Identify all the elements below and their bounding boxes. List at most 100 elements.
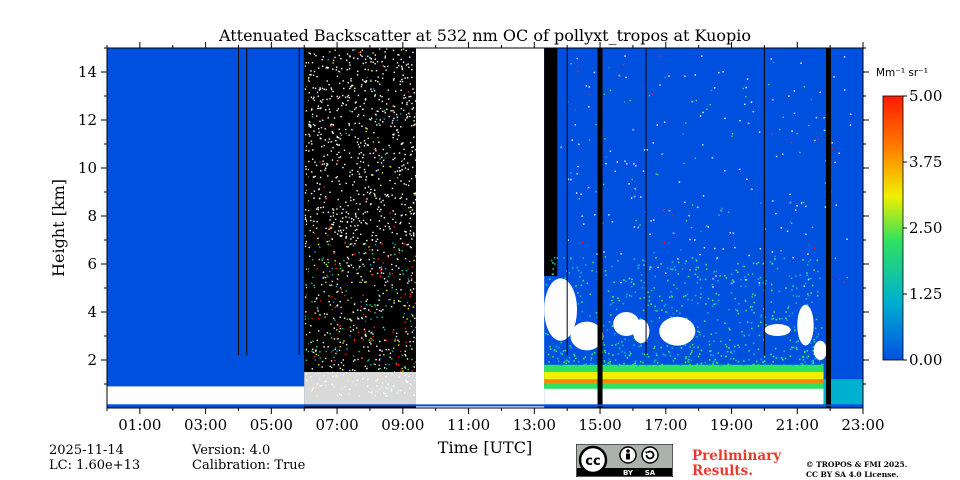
noise-speckle xyxy=(401,102,403,104)
upper-speckle xyxy=(743,265,746,268)
aerosol-speckle xyxy=(573,355,576,357)
sa-arrow-arc xyxy=(645,450,655,460)
noise-speckle xyxy=(412,315,414,317)
noise-speckle xyxy=(312,340,314,342)
noise-speckle xyxy=(316,297,318,299)
upper-speckle xyxy=(629,99,631,102)
upper-speckle xyxy=(699,115,702,117)
upper-speckle xyxy=(752,110,755,113)
noise-speckle xyxy=(413,192,415,195)
aerosol-speckle xyxy=(792,346,795,349)
noise-speckle xyxy=(411,146,413,149)
noise-speckle xyxy=(391,358,393,360)
upper-speckle xyxy=(614,170,616,173)
noise-speckle xyxy=(378,154,380,157)
noise-speckle xyxy=(308,331,311,334)
noise-speckle xyxy=(317,237,319,239)
noise-speckle xyxy=(350,78,352,80)
noise-speckle xyxy=(395,288,398,291)
noise-speckle xyxy=(331,295,333,298)
upper-speckle xyxy=(803,285,805,287)
noise-speckle xyxy=(414,317,416,320)
aerosol-speckle xyxy=(820,363,823,366)
noise-speckle xyxy=(396,258,399,260)
upper-speckle xyxy=(782,153,784,155)
aerosol-speckle xyxy=(632,282,635,285)
noise-speckle xyxy=(364,331,367,333)
noise-speckle xyxy=(346,348,348,350)
noise-speckle xyxy=(383,354,385,356)
upper-speckle xyxy=(796,133,798,135)
upper-speckle xyxy=(595,123,597,126)
noise-speckle xyxy=(313,232,316,235)
noise-speckle xyxy=(327,175,329,177)
aerosol-speckle xyxy=(727,363,730,366)
upper-speckle xyxy=(728,211,730,213)
aerosol-speckle xyxy=(715,258,718,260)
aerosol-speckle xyxy=(764,316,767,319)
aerosol-speckle xyxy=(608,363,611,366)
noise-speckle xyxy=(313,176,315,178)
noise-speckle xyxy=(369,310,371,313)
noise-speckle xyxy=(398,249,401,251)
noise-speckle xyxy=(312,149,314,151)
noise-speckle xyxy=(319,357,321,359)
noise-speckle xyxy=(380,272,383,274)
aerosol-speckle xyxy=(713,360,715,363)
upper-speckle xyxy=(775,212,777,215)
upper-speckle xyxy=(758,131,761,133)
upper-speckle xyxy=(834,257,836,259)
aerosol-speckle xyxy=(778,290,781,293)
chart-title: Attenuated Backscatter at 532 nm OC of p… xyxy=(218,26,751,45)
noise-speckle xyxy=(374,63,376,65)
aerosol-speckle xyxy=(793,325,796,328)
noise-speckle xyxy=(391,350,394,352)
noise-speckle xyxy=(375,150,377,152)
noise-speckle xyxy=(338,128,340,131)
aerosol-speckle xyxy=(572,267,574,269)
noise-speckle xyxy=(379,267,381,269)
noise-speckle xyxy=(410,246,413,249)
aerosol-speckle xyxy=(632,283,635,286)
noise-speckle xyxy=(369,264,372,266)
noise-speckle xyxy=(367,346,369,348)
noise-speckle xyxy=(309,74,311,76)
noise-speckle xyxy=(408,280,410,282)
noise-speckle xyxy=(377,110,379,113)
noise-speckle xyxy=(312,87,314,89)
noise-speckle xyxy=(371,252,374,255)
noise-speckle xyxy=(364,142,367,145)
boundary-layer-morning xyxy=(107,386,305,405)
aerosol-speckle xyxy=(666,345,669,347)
noise-speckle xyxy=(367,55,369,57)
aerosol-speckle xyxy=(699,278,702,281)
upper-speckle xyxy=(630,281,633,283)
noise-speckle xyxy=(382,272,385,275)
noise-speckle xyxy=(306,349,308,352)
noise-speckle xyxy=(368,330,370,332)
noise-speckle xyxy=(337,338,339,340)
noise-speckle xyxy=(393,71,395,74)
noise-speckle xyxy=(321,101,323,103)
noise-speckle xyxy=(349,335,351,337)
upper-speckle xyxy=(799,151,801,154)
noise-speckle xyxy=(316,208,318,210)
noise-speckle xyxy=(340,67,343,70)
noise-speckle xyxy=(382,199,384,202)
upper-speckle xyxy=(718,214,720,216)
noise-speckle xyxy=(312,224,315,227)
noise-speckle xyxy=(391,273,394,275)
noise-speckle xyxy=(367,309,370,311)
footer-calibration: Calibration: True xyxy=(192,458,306,473)
noise-speckle xyxy=(309,124,311,126)
upper-speckle xyxy=(746,78,749,80)
noise-speckle xyxy=(410,274,413,277)
noise-speckle xyxy=(321,163,324,165)
noise-speckle xyxy=(325,227,327,229)
upper-speckle xyxy=(696,206,699,209)
noise-speckle xyxy=(385,195,388,197)
noise-speckle xyxy=(339,220,342,222)
noise-speckle xyxy=(321,87,324,90)
aerosol-speckle xyxy=(740,285,742,288)
noise-speckle xyxy=(340,235,342,238)
